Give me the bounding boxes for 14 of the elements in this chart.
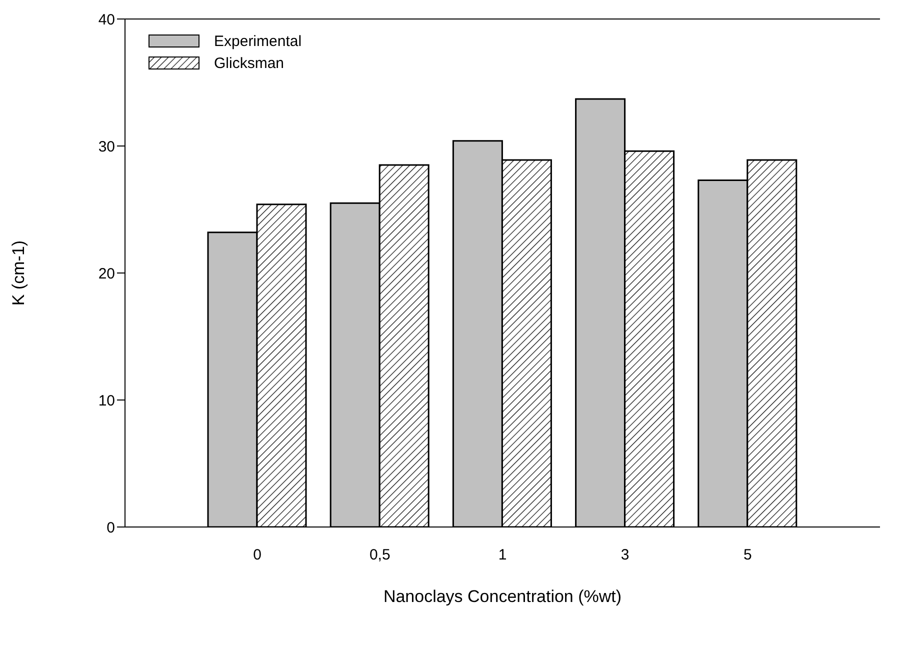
x-tick-label: 0	[253, 546, 262, 564]
legend-label: Experimental	[214, 32, 302, 50]
y-tick-label: 30	[98, 138, 115, 156]
y-tick-label: 0	[106, 519, 115, 536]
y-axis-title: K (cm-1)	[9, 240, 28, 306]
x-tick-label: 0,5	[369, 546, 390, 564]
legend-label: Glicksman	[214, 54, 284, 72]
y-tick-label: 20	[98, 265, 115, 282]
x-axis-title: Nanoclays Concentration (%wt)	[383, 587, 622, 606]
x-tick-label: 3	[620, 546, 630, 564]
x-tick-label: 1	[498, 546, 507, 564]
y-tick-label: 40	[98, 11, 115, 28]
y-tick-label: 10	[98, 392, 115, 410]
x-tick-label: 5	[744, 546, 752, 564]
